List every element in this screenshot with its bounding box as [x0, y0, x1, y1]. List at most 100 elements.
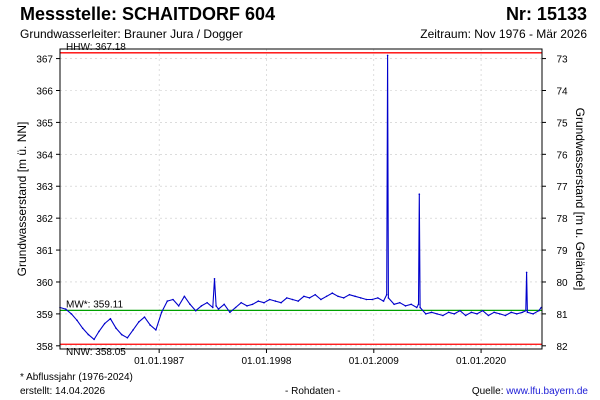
data-point	[155, 329, 157, 331]
data-point	[177, 305, 180, 307]
data-point	[251, 303, 254, 306]
data-point	[453, 313, 456, 315]
source-label: Quelle:	[471, 386, 504, 397]
data-point	[320, 298, 322, 301]
y-tick-label-right: 80	[556, 278, 568, 289]
data-point	[109, 317, 112, 320]
data-point	[240, 301, 242, 304]
y-axis-label-right: Grundwasserstand [m u. Gelände]	[573, 108, 587, 291]
data-point	[166, 300, 169, 302]
plot-frame	[59, 48, 543, 350]
data-point	[436, 313, 438, 315]
source-link[interactable]: www.lfu.bayern.de	[506, 386, 588, 397]
data-point	[291, 298, 294, 301]
y-tick-label-left: 362	[36, 214, 53, 225]
data-point	[354, 295, 356, 298]
data-point	[417, 303, 420, 306]
ref-label-hhw: HHW: 367.18	[66, 42, 126, 53]
data-point	[263, 301, 265, 304]
ref-label-nnw: NNW: 358.05	[66, 347, 126, 358]
y-tick-label-right: 78	[556, 214, 568, 225]
data-point	[297, 300, 300, 302]
data-point	[365, 298, 368, 301]
x-tick-label: 01.01.1987	[134, 356, 184, 367]
data-point	[215, 305, 217, 307]
data-point	[481, 309, 484, 312]
data-point	[371, 298, 374, 301]
aquifer-label: Grundwasserleiter: Brauner Jura / Dogger	[20, 27, 243, 41]
y-tick-label-right: 79	[556, 246, 568, 257]
data-point	[308, 297, 311, 299]
data-point	[325, 295, 328, 298]
data-point	[280, 301, 282, 304]
data-point	[331, 292, 334, 294]
data-point	[418, 193, 421, 195]
data-point	[525, 309, 527, 312]
data-point	[459, 309, 461, 312]
data-point	[385, 293, 388, 296]
data-point	[377, 297, 379, 299]
data-point	[538, 309, 540, 312]
created-date: erstellt: 14.04.2026	[20, 386, 106, 397]
y-tick-label-left: 365	[36, 118, 53, 129]
data-point	[464, 314, 467, 317]
data-point	[213, 278, 216, 280]
data-point	[526, 311, 529, 314]
data-point	[387, 297, 390, 299]
data-point	[115, 327, 117, 330]
data-point	[532, 313, 534, 315]
data-point	[120, 333, 123, 336]
axes: 358 359 360 361 362 363 364 365 366 367 73 74 75 76 77…	[36, 55, 568, 367]
y-tick-label-left: 358	[36, 342, 53, 353]
series-layer	[59, 54, 542, 341]
y-tick-label-right: 82	[556, 342, 568, 353]
y-tick-label-right: 76	[556, 150, 568, 161]
data-point	[447, 311, 450, 314]
y-axis-label-left: Grundwasserstand [m ü. NN]	[15, 122, 29, 277]
data-point	[337, 295, 339, 298]
data-point	[103, 322, 106, 325]
data-point	[223, 303, 225, 306]
y-tick-label-left: 367	[36, 55, 53, 66]
data-point	[64, 308, 67, 310]
data-point	[93, 338, 95, 341]
data-point	[189, 303, 191, 306]
data-point	[87, 333, 90, 336]
y-tick-label-right: 81	[556, 310, 568, 321]
y-tick-label-left: 366	[36, 86, 53, 97]
data-point	[257, 300, 260, 302]
ref-label-mw: MW*: 359.11	[66, 299, 123, 310]
data-point	[76, 319, 78, 322]
data-point	[416, 306, 418, 309]
y-tick-label-right: 77	[556, 182, 568, 193]
data-point	[404, 305, 407, 307]
data-point	[430, 311, 433, 314]
data-point	[183, 295, 186, 298]
data-point	[70, 313, 73, 315]
reference-lines: HHW: 367.18 MW*: 359.11 NNW: 358.05	[60, 42, 542, 358]
data-point	[393, 303, 395, 306]
data-point	[382, 300, 385, 302]
data-point	[410, 303, 413, 306]
y-tick-label-left: 360	[36, 278, 53, 289]
y-tick-label-left: 363	[36, 182, 53, 193]
data-point	[98, 330, 100, 333]
data-point	[194, 309, 197, 312]
data-point	[342, 297, 345, 299]
data-point	[493, 311, 495, 314]
data-point	[476, 313, 478, 315]
grid	[60, 49, 542, 349]
y-tick-label-left: 364	[36, 150, 53, 161]
data-point	[126, 337, 129, 339]
data-point	[81, 327, 84, 330]
data-point	[206, 301, 208, 304]
y-tick-label-right: 74	[556, 86, 568, 97]
data-point	[217, 308, 220, 310]
y-tick-label-right: 73	[556, 55, 568, 66]
data-point	[442, 314, 444, 317]
y-tick-label-left: 361	[36, 246, 53, 257]
data-point	[149, 324, 151, 326]
data-point	[470, 311, 473, 314]
data-point	[143, 316, 146, 318]
